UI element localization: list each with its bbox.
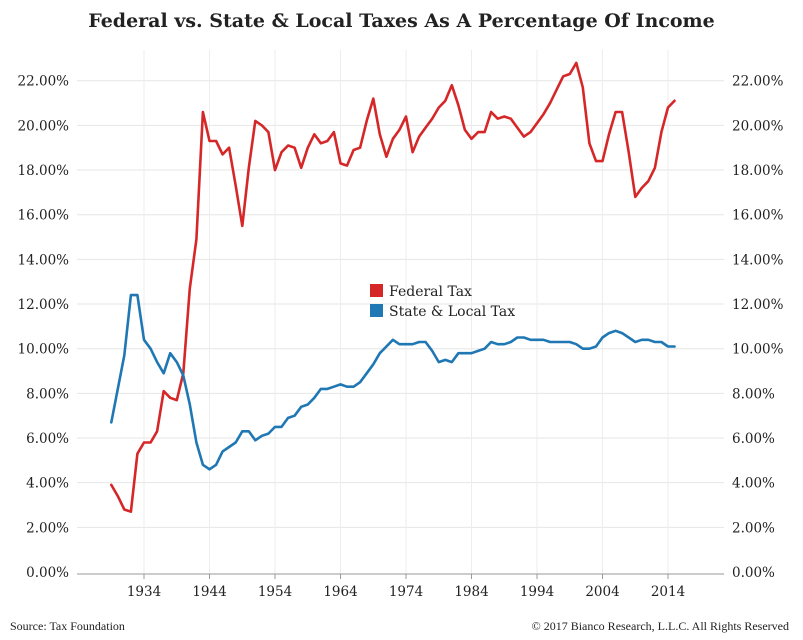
y-tick-label-left: 12.00%: [18, 297, 70, 313]
x-tick-label: 1954: [258, 584, 292, 600]
x-tick-label: 1974: [389, 584, 423, 600]
x-tick-label: 1934: [127, 584, 161, 600]
x-tick-label: 1984: [454, 584, 488, 600]
y-tick-label-left: 4.00%: [26, 476, 69, 492]
y-tick-label-left: 0.00%: [26, 565, 69, 581]
y-tick-label-left: 2.00%: [26, 520, 69, 536]
x-tick-label: 1944: [192, 584, 226, 600]
y-tick-label-right: 22.00%: [732, 74, 784, 90]
y-tick-label-left: 6.00%: [26, 431, 69, 447]
legend-label-federal-tax: Federal Tax: [389, 284, 472, 300]
footer-copyright: © 2017 Bianco Research, L.L.C. All Right…: [531, 619, 789, 633]
y-tick-label-right: 12.00%: [732, 297, 784, 313]
y-tick-label-right: 4.00%: [732, 476, 775, 492]
series-line-state-local-tax: [110, 293, 676, 471]
x-tick-label: 2014: [651, 584, 685, 600]
y-tick-label-right: 14.00%: [732, 252, 784, 268]
x-tick-label: 1964: [323, 584, 357, 600]
y-tick-label-left: 18.00%: [18, 163, 70, 179]
y-tick-label-left: 10.00%: [18, 342, 70, 358]
legend-label-state-local-tax: State & Local Tax: [389, 304, 515, 320]
y-tick-label-left: 14.00%: [18, 252, 70, 268]
legend: Federal Tax State & Local Tax: [370, 284, 515, 320]
y-tick-label-right: 0.00%: [732, 565, 775, 581]
chart-title: Federal vs. State & Local Taxes As A Per…: [88, 10, 715, 32]
series-line-federal-tax: [110, 61, 676, 513]
y-tick-label-right: 10.00%: [732, 342, 784, 358]
y-tick-label-left: 20.00%: [18, 118, 70, 134]
y-tick-label-left: 16.00%: [18, 208, 70, 224]
legend-swatch-federal-tax: [370, 284, 383, 297]
y-tick-label-right: 18.00%: [732, 163, 784, 179]
y-tick-label-right: 16.00%: [732, 208, 784, 224]
tick-labels: 0.00% 0.00% 2.00% 2.00% 4.00% 4.00% 6.00% 6.00%…: [18, 74, 784, 600]
y-tick-label-right: 8.00%: [732, 386, 775, 402]
series-lines: [110, 61, 676, 513]
y-tick-label-right: 20.00%: [732, 118, 784, 134]
x-tick-label: 1994: [520, 584, 554, 600]
x-tick-label: 2004: [585, 584, 619, 600]
footer-source: Source: Tax Foundation: [10, 619, 125, 633]
legend-swatch-state-local-tax: [370, 304, 383, 317]
y-tick-label-left: 22.00%: [18, 74, 70, 90]
y-tick-label-right: 6.00%: [732, 431, 775, 447]
y-tick-label-right: 2.00%: [732, 520, 775, 536]
y-tick-label-left: 8.00%: [26, 386, 69, 402]
